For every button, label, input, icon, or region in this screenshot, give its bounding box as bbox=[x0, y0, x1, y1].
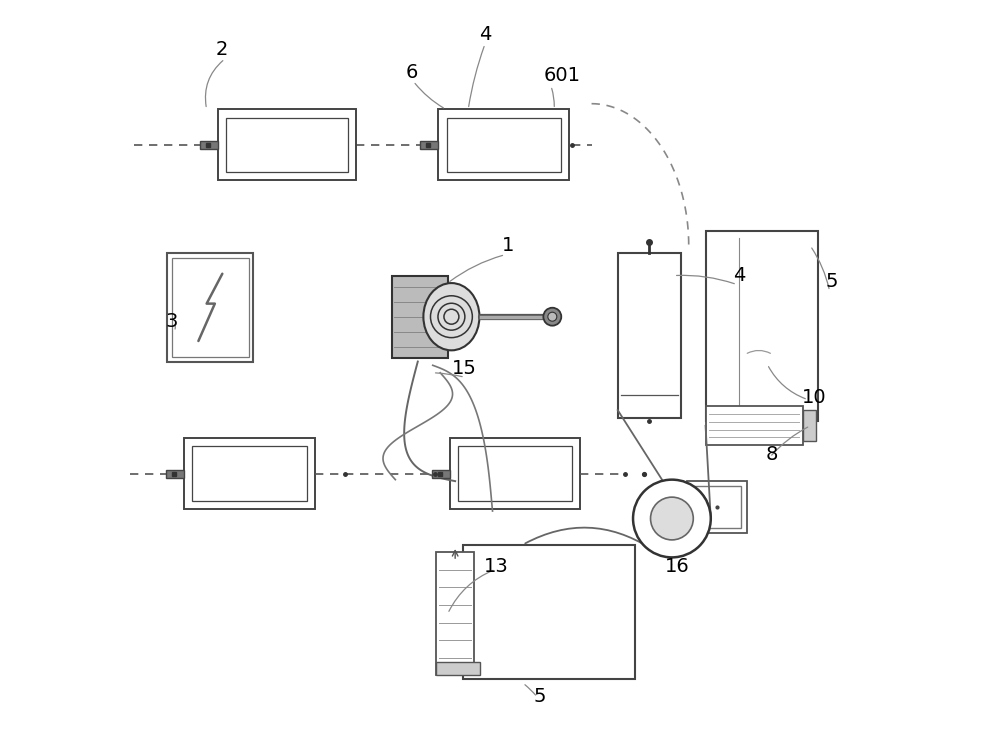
Bar bbox=[200, 141, 218, 149]
Text: 16: 16 bbox=[664, 557, 689, 576]
Text: 4: 4 bbox=[733, 266, 746, 285]
Circle shape bbox=[548, 312, 557, 322]
Text: 6: 6 bbox=[406, 62, 418, 81]
Bar bbox=[192, 447, 307, 501]
Text: 3: 3 bbox=[165, 312, 178, 331]
Text: 4: 4 bbox=[479, 25, 491, 44]
Circle shape bbox=[633, 480, 711, 557]
Bar bbox=[436, 552, 474, 675]
Bar bbox=[436, 662, 480, 675]
Bar bbox=[166, 470, 184, 478]
Bar bbox=[706, 407, 803, 445]
Text: 15: 15 bbox=[451, 358, 476, 377]
Bar bbox=[218, 109, 356, 180]
Text: 10: 10 bbox=[802, 388, 827, 407]
Bar bbox=[447, 117, 561, 172]
Bar bbox=[450, 438, 580, 509]
Bar bbox=[618, 253, 681, 418]
Bar bbox=[226, 117, 348, 172]
Bar bbox=[706, 230, 818, 422]
Bar bbox=[687, 481, 747, 533]
Bar bbox=[803, 410, 816, 441]
Text: 1: 1 bbox=[501, 236, 514, 255]
Bar bbox=[167, 253, 253, 361]
Text: 601: 601 bbox=[543, 66, 580, 85]
Circle shape bbox=[651, 497, 693, 540]
Circle shape bbox=[543, 308, 561, 326]
Text: 5: 5 bbox=[826, 272, 838, 291]
Bar bbox=[392, 276, 448, 358]
Text: 5: 5 bbox=[534, 687, 546, 706]
Bar bbox=[172, 258, 249, 357]
Bar bbox=[692, 486, 741, 529]
Text: 2: 2 bbox=[216, 40, 228, 59]
Bar bbox=[432, 470, 450, 478]
Bar bbox=[463, 544, 635, 679]
Bar bbox=[184, 438, 315, 509]
Bar bbox=[458, 447, 572, 501]
Text: 13: 13 bbox=[484, 557, 508, 576]
Ellipse shape bbox=[423, 283, 479, 350]
Text: 8: 8 bbox=[766, 445, 778, 464]
Bar bbox=[420, 141, 438, 149]
Bar bbox=[438, 109, 569, 180]
